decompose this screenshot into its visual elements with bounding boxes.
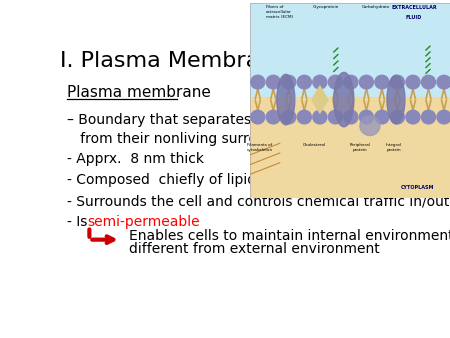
Text: different from external environment: different from external environment xyxy=(130,242,380,256)
Circle shape xyxy=(437,75,450,89)
Circle shape xyxy=(437,110,450,124)
Circle shape xyxy=(251,110,265,124)
Ellipse shape xyxy=(387,75,405,124)
Circle shape xyxy=(375,110,389,124)
Text: Carbohydrate: Carbohydrate xyxy=(362,5,390,9)
Circle shape xyxy=(344,75,358,89)
Text: Peripheral
protein: Peripheral protein xyxy=(350,143,370,152)
Circle shape xyxy=(328,75,342,89)
Text: CYTOPLASM: CYTOPLASM xyxy=(400,185,434,190)
Circle shape xyxy=(282,75,296,89)
Text: - Is: - Is xyxy=(67,215,91,229)
Ellipse shape xyxy=(360,116,380,136)
Circle shape xyxy=(406,75,420,89)
Text: Integral
protein: Integral protein xyxy=(386,143,402,152)
Ellipse shape xyxy=(277,74,295,125)
Circle shape xyxy=(251,75,265,89)
Text: - Apprx.  8 nm thick: - Apprx. 8 nm thick xyxy=(67,152,204,167)
Circle shape xyxy=(344,110,358,124)
Text: from their nonliving surroundings.: from their nonliving surroundings. xyxy=(67,132,316,146)
Text: Plasma membrane: Plasma membrane xyxy=(67,85,211,100)
Circle shape xyxy=(406,110,420,124)
Text: EXTRACELLULAR: EXTRACELLULAR xyxy=(391,5,437,10)
Text: Cholesterol: Cholesterol xyxy=(302,143,325,147)
Bar xyxy=(250,97,450,198)
Circle shape xyxy=(266,110,280,124)
Circle shape xyxy=(313,110,327,124)
Circle shape xyxy=(422,75,436,89)
Circle shape xyxy=(375,75,389,89)
Text: – Boundary that separates living cells: – Boundary that separates living cells xyxy=(67,114,328,127)
Circle shape xyxy=(297,75,311,89)
Text: - Surrounds the cell and controls chemical traffic in/out of cell: - Surrounds the cell and controls chemic… xyxy=(67,194,450,208)
Circle shape xyxy=(422,110,436,124)
Text: Fibers of
extracellular
matrix (ECM): Fibers of extracellular matrix (ECM) xyxy=(266,5,293,19)
Circle shape xyxy=(391,75,405,89)
Bar xyxy=(250,3,450,97)
Circle shape xyxy=(282,110,296,124)
Text: Enables cells to maintain internal environment: Enables cells to maintain internal envir… xyxy=(130,229,450,243)
Text: semi-permeable: semi-permeable xyxy=(87,215,200,229)
Text: I. Plasma Membrane Structure: I. Plasma Membrane Structure xyxy=(60,51,398,71)
Circle shape xyxy=(391,110,405,124)
Text: Filaments of
cytoskeleton: Filaments of cytoskeleton xyxy=(247,143,273,152)
Text: Glycoprotein: Glycoprotein xyxy=(313,5,339,9)
Circle shape xyxy=(313,75,327,89)
Circle shape xyxy=(266,75,280,89)
Ellipse shape xyxy=(334,72,354,127)
Polygon shape xyxy=(312,86,328,113)
Text: - Composed  chiefly of lipids and proteins: - Composed chiefly of lipids and protein… xyxy=(67,173,355,187)
Circle shape xyxy=(360,110,374,124)
Circle shape xyxy=(297,110,311,124)
Circle shape xyxy=(360,75,374,89)
Text: FLUID: FLUID xyxy=(406,15,422,20)
Circle shape xyxy=(328,110,342,124)
